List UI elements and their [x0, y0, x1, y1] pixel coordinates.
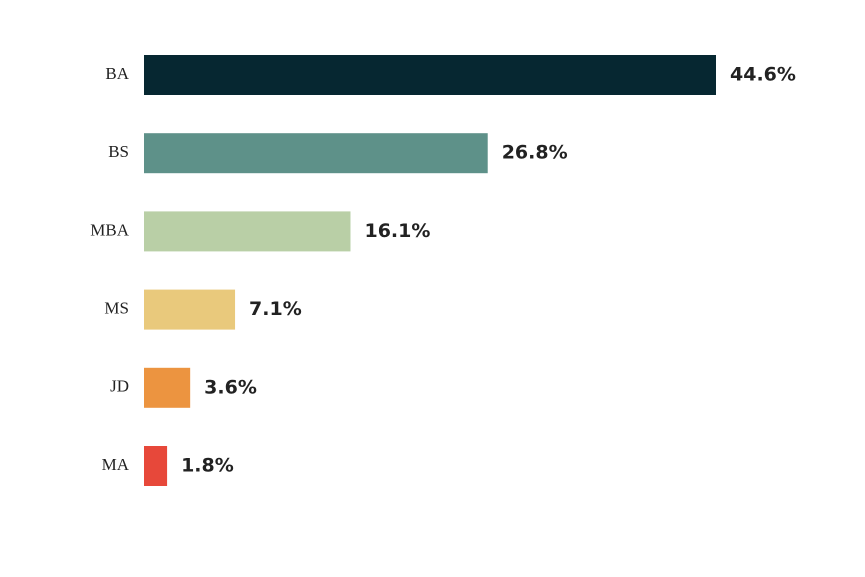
value-label: 1.8% — [181, 455, 234, 477]
bar — [144, 211, 351, 252]
bar — [144, 133, 488, 174]
value-label: 44.6% — [730, 64, 796, 86]
category-label: BS — [108, 142, 129, 161]
value-label: 26.8% — [502, 142, 568, 164]
category-label: MBA — [90, 220, 129, 239]
category-label: MS — [104, 299, 129, 318]
value-label: 7.1% — [249, 298, 302, 320]
bar — [144, 446, 168, 486]
value-label: 16.1% — [364, 220, 430, 242]
bar — [144, 367, 191, 408]
category-label: MA — [102, 455, 130, 474]
bar — [144, 289, 236, 330]
category-label: JD — [110, 377, 129, 396]
category-label: BA — [105, 64, 129, 83]
bar — [144, 55, 716, 95]
value-label: 3.6% — [204, 376, 257, 398]
